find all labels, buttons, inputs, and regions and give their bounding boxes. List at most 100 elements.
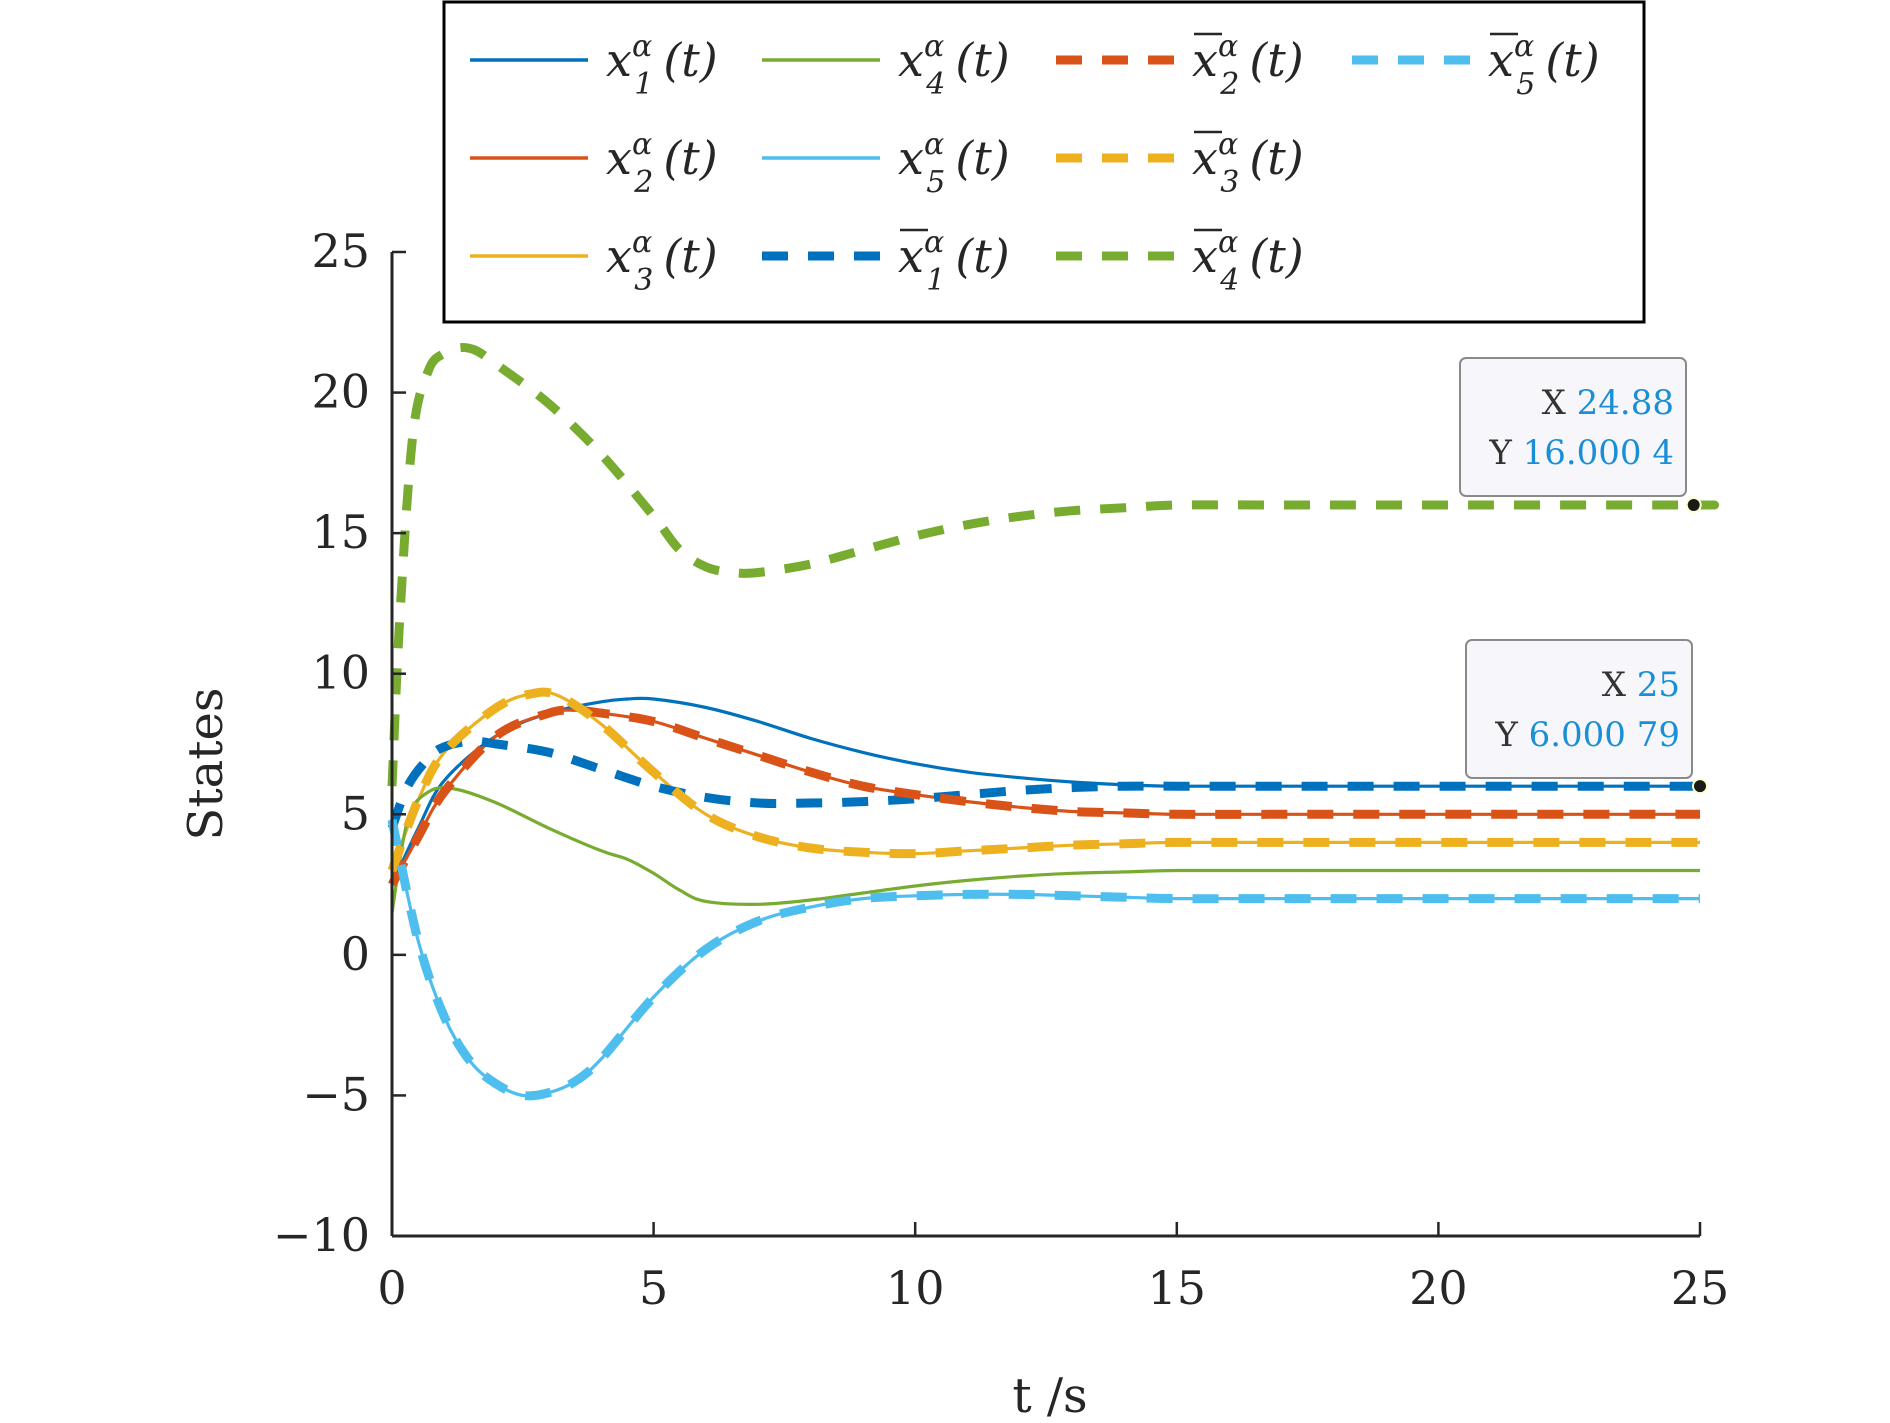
x-tick-label: 0 xyxy=(377,1261,406,1315)
legend-tail: (t) xyxy=(663,229,717,283)
datatip-y-value: 16.000 4 xyxy=(1523,433,1674,473)
datatip-y-value: 6.000 79 xyxy=(1529,715,1680,755)
legend-base: x xyxy=(606,131,632,185)
legend-sub: 3 xyxy=(634,263,653,298)
legend-base: x xyxy=(606,33,632,87)
legend-tail: (t) xyxy=(1545,33,1599,87)
datatips-layer: X 24.88 Y 16.000 4 X 25 Y 6.000 79 xyxy=(1459,357,1708,795)
legend-sup: α xyxy=(924,127,944,162)
legend-sub: 1 xyxy=(634,67,653,102)
legend-label: xα 3 (t) xyxy=(606,225,718,298)
x-tick-label: 25 xyxy=(1671,1261,1730,1315)
legend-entry-7: xα 3 (t) xyxy=(1056,127,1304,200)
datatip-x-label: X xyxy=(1542,383,1577,423)
series-line-5 xyxy=(390,819,1700,1098)
x-tick-label: 15 xyxy=(1148,1261,1207,1315)
legend-sub: 5 xyxy=(926,165,945,200)
legend-sup: α xyxy=(1218,29,1238,64)
legend-entry-9: xα 1 (t) xyxy=(762,225,1010,298)
legend-entry-6: xα 5 (t) xyxy=(762,127,1010,200)
y-tick-label: 20 xyxy=(311,365,370,419)
datatip-y-row: Y 6.000 79 xyxy=(1494,715,1680,755)
datatip-2: X 25 Y 6.000 79 xyxy=(1465,639,1708,795)
legend-tail: (t) xyxy=(663,33,717,87)
legend-sup: α xyxy=(632,29,652,64)
legend-sup: α xyxy=(1514,29,1534,64)
x-tick-label: 20 xyxy=(1409,1261,1468,1315)
legend-sub: 3 xyxy=(1220,165,1239,200)
legend-base: x xyxy=(606,229,632,283)
legend-sup: α xyxy=(632,127,652,162)
datatip-y-row: Y 16.000 4 xyxy=(1488,433,1674,473)
legend-entry-8: xα 3 (t) xyxy=(470,225,718,298)
legend-label: xα 3 (t) xyxy=(1192,127,1304,200)
datatip-marker xyxy=(1685,497,1702,514)
series-line-10 xyxy=(387,818,1700,1101)
legend-sup: α xyxy=(632,225,652,260)
datatip-x-row: X 24.88 xyxy=(1542,383,1674,423)
legend-base: x xyxy=(898,229,924,283)
legend-entry-1: xα 1 (t) xyxy=(470,29,718,102)
legend-label: xα 4 (t) xyxy=(898,29,1010,102)
legend-sub: 5 xyxy=(1516,67,1535,102)
series-line-7 xyxy=(388,705,1700,887)
legend-label: xα 1 (t) xyxy=(606,29,718,102)
datatip-x-row: X 25 xyxy=(1602,665,1680,705)
legend-base: x xyxy=(1192,33,1218,87)
y-tick-label: 15 xyxy=(311,505,370,559)
axes-layer: −10 −5 0 5 10 15 20 25 0 5 10 15 20 25 t /s States xyxy=(178,224,1729,1423)
datatip-box xyxy=(1459,357,1687,497)
datatip-x-value: 24.88 xyxy=(1577,383,1674,423)
legend-base: x xyxy=(898,131,924,185)
legend-sub: 1 xyxy=(926,263,945,298)
x-tick-label: 10 xyxy=(886,1261,945,1315)
datatip-x-value: 25 xyxy=(1637,665,1680,705)
datatip-box xyxy=(1465,639,1693,779)
x-axis-title: t /s xyxy=(1012,1368,1087,1423)
legend-entry-2: xα 4 (t) xyxy=(762,29,1010,102)
legend-sup: α xyxy=(924,29,944,64)
legend-sub: 2 xyxy=(633,165,653,200)
legend-label: xα 5 (t) xyxy=(898,127,1010,200)
legend-sup: α xyxy=(1218,127,1238,162)
x-tick-label: 5 xyxy=(639,1261,668,1315)
legend-sub: 4 xyxy=(925,67,945,102)
legend-base: x xyxy=(1488,33,1514,87)
legend-base: x xyxy=(1192,229,1218,283)
legend-label: xα 5 (t) xyxy=(1488,29,1600,102)
datatip-y-label: Y xyxy=(1488,433,1522,473)
legend-tail: (t) xyxy=(955,33,1009,87)
datatip-x-label: X xyxy=(1602,665,1637,705)
legend-tail: (t) xyxy=(955,131,1009,185)
y-tick-label: 0 xyxy=(341,927,370,981)
legend-label: xα 2 (t) xyxy=(606,127,718,200)
legend-tail: (t) xyxy=(663,131,717,185)
legend-entry-4: xα 5 (t) xyxy=(1352,29,1600,102)
legend-base: x xyxy=(898,33,924,87)
legend-tail: (t) xyxy=(1249,131,1303,185)
legend-tail: (t) xyxy=(1249,33,1303,87)
legend-entry-5: xα 2 (t) xyxy=(470,127,718,200)
y-axis-title: States xyxy=(178,687,234,840)
legend-base: x xyxy=(1192,131,1218,185)
series-line-8 xyxy=(387,687,1700,873)
y-tick-label: 5 xyxy=(341,786,370,840)
legend-sup: α xyxy=(924,225,944,260)
y-tick-label: 25 xyxy=(311,224,370,278)
y-tick-label: −10 xyxy=(273,1208,370,1262)
datatip-y-label: Y xyxy=(1494,715,1528,755)
series-line-4 xyxy=(390,786,1700,913)
legend-label: xα 2 (t) xyxy=(1192,29,1304,102)
datatip-marker xyxy=(1692,778,1708,795)
legend-sup: α xyxy=(1218,225,1238,260)
legend-tail: (t) xyxy=(955,229,1009,283)
legend-sub: 4 xyxy=(1219,263,1239,298)
legend-entry-10: xα 4 (t) xyxy=(1056,225,1304,298)
legend-sub: 2 xyxy=(1219,67,1239,102)
datatip-1: X 24.88 Y 16.000 4 xyxy=(1459,357,1702,514)
legend-entry-3: xα 2 (t) xyxy=(1056,29,1304,102)
legend-label: xα 4 (t) xyxy=(1192,225,1304,298)
series-layer xyxy=(387,342,1719,1101)
y-tick-label: −5 xyxy=(302,1067,370,1121)
